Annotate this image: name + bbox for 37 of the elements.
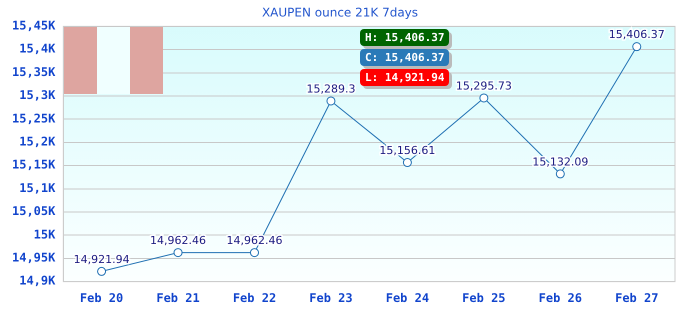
chart-title: XAUPEN ounce 21K 7days [262,5,418,20]
x-tick-label: Feb 27 [615,290,658,305]
x-tick-label: Feb 23 [309,290,353,305]
annotation: C: 15,406.37 [360,49,450,66]
point [479,93,488,102]
y-tick-label: 15,2K [19,134,56,149]
x-tick-label: Feb 20 [80,290,124,305]
y-tick-label: 15,3K [19,88,56,102]
point [250,248,259,258]
point [326,96,336,106]
y-tick-label: 14,95K [12,250,56,265]
point [97,266,106,276]
annotation: H: 15,406.37 [360,29,450,46]
point [174,248,183,258]
point [556,169,565,178]
data-label: 15,289.3 [306,82,356,96]
data-label: 15,406.37 [608,28,665,42]
y-tick-label: 15,15K [12,158,56,172]
y-tick-label: 15,35K [12,64,56,79]
data-label: 15,295.73 [456,79,512,92]
y-tick-label: 15K [34,227,56,242]
y-tick-label: 15,1K [19,180,56,195]
data-label: 14,962.46 [150,234,206,247]
annotation: L: 14,921.94 [360,69,450,86]
x-tick-label: Feb 21 [156,290,200,305]
y-tick-label: 15,05K [12,204,56,218]
x-tick-label: Feb 26 [538,290,582,305]
point [402,158,412,168]
x-tick-label: Feb 22 [232,290,276,305]
x-tick-label: Feb 25 [462,290,506,305]
y-tick-label: 15,45K [12,18,56,33]
x-tick-label: Feb 24 [386,290,430,305]
y-tick-label: 15,4K [19,42,56,56]
data-label: 14,921.94 [74,252,130,266]
y-tick-label: 15,25K [12,111,56,126]
y-tick-label: 14,9K [19,274,56,288]
point [632,42,642,52]
